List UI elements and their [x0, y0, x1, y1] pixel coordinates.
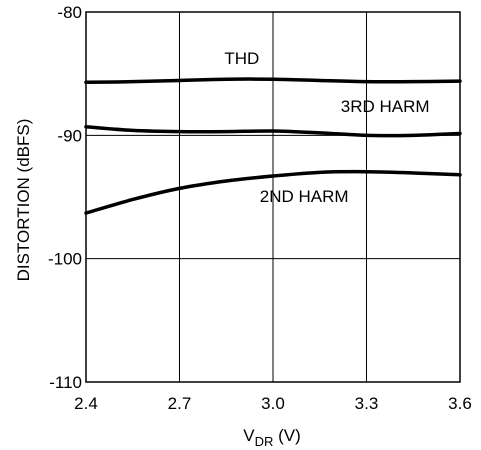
x-tick-label: 2.4	[74, 394, 98, 413]
y-tick-label: -80	[57, 3, 82, 22]
tick-labels: 2.4 2.7 3.0 3.3 3.6 -80 -90 -100 -110	[48, 3, 472, 413]
series-label-3rd-harm: 3RD HARM	[341, 97, 430, 116]
series-line-2nd-harm	[84, 169, 462, 215]
x-tick-label: 3.3	[355, 394, 379, 413]
x-axis-title-subscript: DR	[255, 434, 274, 449]
series-label-2nd-harm: 2ND HARM	[260, 187, 349, 206]
x-axis-title: VDR (V)	[243, 426, 301, 449]
x-tick-label: 2.7	[168, 394, 192, 413]
x-tick-label: 3.6	[448, 394, 472, 413]
series-line-thd	[84, 77, 462, 85]
y-axis-title: DISTORTION (dBFS)	[14, 119, 33, 282]
y-tick-label: -110	[49, 373, 82, 392]
y-tick-label: -100	[48, 250, 82, 269]
y-tick-label: -90	[57, 126, 82, 145]
series-label-thd: THD	[224, 49, 259, 68]
x-tick-label: 3.0	[261, 394, 285, 413]
series-annotations: THD 3RD HARM 2ND HARM	[224, 49, 429, 206]
series-lines	[84, 77, 462, 215]
x-axis-title-main: V	[243, 426, 255, 445]
plot-frame	[85, 11, 461, 383]
x-axis-title-unit: (V)	[273, 426, 300, 445]
series-line-3rd-harm	[84, 124, 462, 138]
